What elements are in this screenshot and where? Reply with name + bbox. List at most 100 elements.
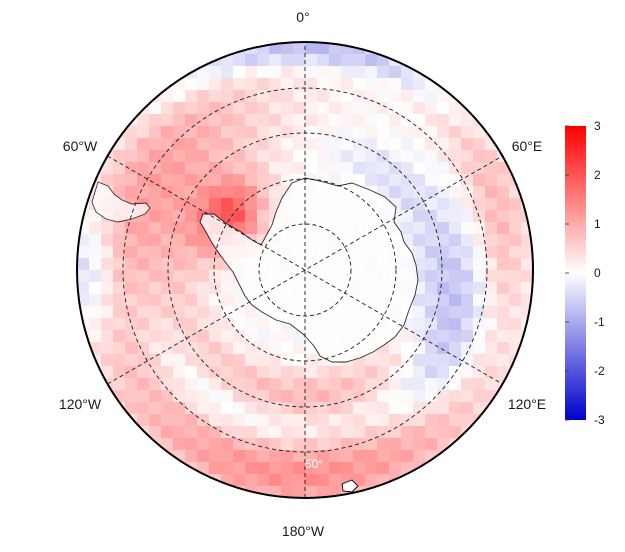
- field-cell: [257, 318, 270, 331]
- field-cell: [161, 258, 174, 271]
- field-cell: [245, 102, 258, 115]
- field-cell: [365, 378, 378, 391]
- field-cell: [221, 162, 234, 175]
- field-cell: [137, 354, 150, 367]
- field-cell: [329, 162, 342, 175]
- field-cell: [89, 294, 102, 307]
- field-cell: [437, 378, 450, 391]
- field-cell: [245, 306, 258, 319]
- field-cell: [137, 414, 150, 427]
- field-cell: [509, 270, 522, 283]
- field-cell: [173, 258, 186, 271]
- field-cell: [125, 114, 138, 127]
- field-cell: [209, 42, 222, 55]
- field-cell: [437, 174, 450, 187]
- field-cell: [209, 462, 222, 475]
- field-cell: [389, 90, 402, 103]
- field-cell: [197, 450, 210, 463]
- field-cell: [425, 306, 438, 319]
- field-cell: [485, 282, 498, 295]
- field-cell: [509, 198, 522, 211]
- field-cell: [257, 102, 270, 115]
- field-cell: [521, 270, 533, 283]
- field-cell: [221, 114, 234, 127]
- field-cell: [413, 90, 426, 103]
- field-cell: [233, 330, 246, 343]
- field-cell: [113, 306, 126, 319]
- field-cell: [437, 138, 450, 151]
- field-cell: [317, 390, 330, 403]
- field-cell: [269, 450, 282, 463]
- field-cell: [197, 102, 210, 115]
- field-cell: [125, 234, 138, 247]
- field-cell: [281, 402, 294, 415]
- field-cell: [233, 450, 246, 463]
- field-cell: [101, 234, 114, 247]
- field-cell: [485, 210, 498, 223]
- field-cell: [221, 78, 234, 91]
- field-cell: [329, 150, 342, 163]
- field-cell: [113, 246, 126, 259]
- field-cell: [77, 270, 90, 283]
- field-cell: [377, 426, 390, 439]
- field-cell: [77, 246, 90, 259]
- field-cell: [197, 294, 210, 307]
- field-cell: [425, 198, 438, 211]
- field-cell: [389, 126, 402, 139]
- field-cell: [221, 174, 234, 187]
- field-cell: [221, 102, 234, 115]
- field-cell: [197, 390, 210, 403]
- field-cell: [89, 318, 102, 331]
- field-cell: [293, 378, 306, 391]
- field-cell: [377, 138, 390, 151]
- field-cell: [221, 198, 234, 211]
- field-cell: [317, 90, 330, 103]
- field-cell: [245, 222, 258, 235]
- field-cell: [473, 306, 486, 319]
- field-cell: [233, 342, 246, 355]
- field-cell: [125, 390, 138, 403]
- field-cell: [221, 450, 234, 463]
- field-cell: [497, 306, 510, 319]
- field-cell: [389, 486, 402, 498]
- field-cell: [125, 150, 138, 163]
- field-cell: [461, 258, 474, 271]
- field-cell: [77, 222, 90, 235]
- field-cell: [413, 342, 426, 355]
- field-cell: [449, 114, 462, 127]
- field-cell: [197, 66, 210, 79]
- field-cell: [437, 414, 450, 427]
- field-cell: [437, 342, 450, 355]
- field-cell: [317, 126, 330, 139]
- field-cell: [149, 246, 162, 259]
- field-cell: [353, 450, 366, 463]
- field-cell: [173, 330, 186, 343]
- field-cell: [485, 342, 498, 355]
- field-cell: [173, 426, 186, 439]
- field-cell: [449, 150, 462, 163]
- field-cell: [221, 150, 234, 163]
- field-cell: [257, 366, 270, 379]
- field-cell: [473, 198, 486, 211]
- field-cell: [485, 378, 498, 391]
- field-cell: [77, 354, 90, 367]
- field-cell: [485, 306, 498, 319]
- field-cell: [281, 438, 294, 451]
- field-cell: [293, 474, 306, 487]
- field-cell: [173, 246, 186, 259]
- field-cell: [437, 102, 450, 115]
- field-cell: [425, 354, 438, 367]
- antarctica-coastline: [199, 177, 419, 363]
- field-cell: [125, 246, 138, 259]
- field-cell: [497, 198, 510, 211]
- field-cell: [101, 294, 114, 307]
- field-cell: [137, 282, 150, 295]
- field-cell: [245, 438, 258, 451]
- field-cell: [389, 342, 402, 355]
- field-cell: [401, 174, 414, 187]
- field-cell: [485, 114, 498, 127]
- field-cell: [185, 366, 198, 379]
- field-cell: [365, 402, 378, 415]
- field-cell: [389, 438, 402, 451]
- field-cell: [161, 198, 174, 211]
